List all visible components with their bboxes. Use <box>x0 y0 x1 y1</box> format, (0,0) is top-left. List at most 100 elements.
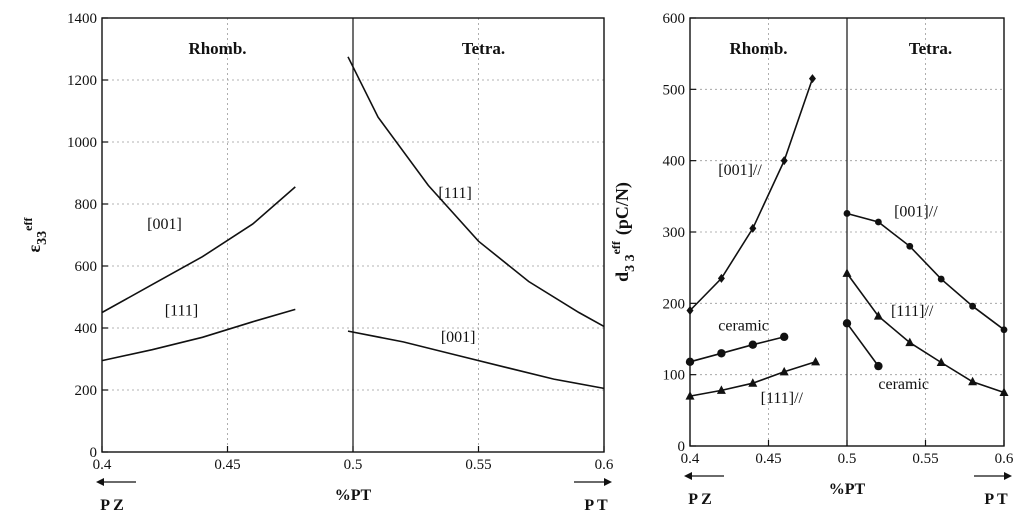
y-axis-label-subscript: 3 3 <box>623 254 638 272</box>
x-tick-label: 0.4 <box>681 451 700 467</box>
data-point <box>999 387 1009 396</box>
region-label-tetra: Tetra. <box>909 39 952 58</box>
data-point <box>780 156 788 166</box>
x-tick-label: 0.45 <box>755 451 781 467</box>
y-axis-label-superscript: eff <box>609 240 623 254</box>
y-tick-label: 500 <box>663 82 686 98</box>
permittivity-chart: 0.4 0.45 0.5 0.55 0.6 0 200 400 600 800 1000 1200 14… <box>21 11 614 514</box>
y-tick-label: 300 <box>663 225 686 241</box>
y-tick-label: 100 <box>663 368 686 384</box>
data-point <box>1000 326 1008 334</box>
data-point <box>842 319 852 328</box>
x-tick-label: 0.6 <box>595 457 614 473</box>
y-axis-label: d3 3eff (pC/N) <box>609 182 638 282</box>
y-tick-label: 400 <box>663 154 686 170</box>
data-point <box>748 378 758 387</box>
arrow-left-label: P Z <box>100 497 124 514</box>
series-label: [111] <box>165 303 198 320</box>
data-point <box>937 275 945 283</box>
y-tick-label: 1000 <box>67 135 97 151</box>
arrow-right-head <box>1004 472 1012 480</box>
data-point <box>685 391 695 400</box>
y-axis-label-symbol: ε <box>24 245 44 253</box>
series-line <box>846 212 1005 331</box>
data-point <box>906 242 914 250</box>
data-point <box>717 349 726 358</box>
data-point <box>716 385 726 394</box>
arrow-left-head <box>684 472 692 480</box>
arrow-left-label: P Z <box>688 491 712 508</box>
series-line <box>689 78 814 312</box>
series-label: ceramic <box>718 317 769 334</box>
series-line <box>101 308 296 362</box>
y-axis-label-symbol: d <box>612 272 632 282</box>
arrow-right-head <box>604 478 612 486</box>
y-tick-label: 1400 <box>67 11 97 27</box>
y-axis-label-subscript: 33 <box>35 231 50 245</box>
x-axis-label: %PT <box>829 481 866 498</box>
x-tick-label: 0.55 <box>465 457 491 473</box>
y-tick-label: 600 <box>663 11 686 27</box>
arrow-right-label: P T <box>584 497 608 514</box>
y-axis-label: ε33eff <box>21 216 50 252</box>
series-label: ceramic <box>878 376 929 393</box>
data-point <box>874 361 883 371</box>
series-line <box>846 322 880 367</box>
series-label: [001]// <box>718 162 762 179</box>
data-point <box>748 340 757 349</box>
x-tick-label: 0.5 <box>838 451 857 467</box>
region-label-tetra: Tetra. <box>462 39 505 58</box>
series-label: [001] <box>147 216 182 233</box>
data-point <box>686 305 694 315</box>
data-point <box>936 357 946 367</box>
series-label: [111]// <box>761 390 804 407</box>
data-point <box>969 302 976 310</box>
data-point <box>685 357 695 367</box>
data-point <box>717 273 725 283</box>
y-tick-label: 1200 <box>67 73 97 89</box>
y-axis-label-superscript: eff <box>21 216 35 230</box>
data-point <box>749 223 757 233</box>
data-point <box>780 332 789 342</box>
data-point <box>811 356 821 366</box>
data-point <box>905 337 915 347</box>
y-tick-label: 800 <box>75 197 98 213</box>
y-tick-label: 600 <box>75 259 98 275</box>
data-point <box>968 376 978 386</box>
series-line <box>101 186 296 314</box>
data-point <box>842 268 852 277</box>
data-point <box>843 210 851 217</box>
piezo-coefficient-chart: 0.4 0.45 0.5 0.55 0.6 0 100 200 300 400 500 600 Rhom… <box>609 11 1014 508</box>
series-line <box>347 56 605 328</box>
data-point <box>873 311 883 320</box>
region-label-rhomb: Rhomb. <box>188 39 246 58</box>
y-axis-label-unit: (pC/N) <box>612 182 633 235</box>
y-axis-label-group: ε33eff <box>21 216 50 252</box>
x-tick-label: 0.6 <box>995 451 1014 467</box>
series-label: [111]// <box>891 303 934 320</box>
series-label: [001]// <box>894 203 938 220</box>
data-point <box>779 366 789 376</box>
region-label-rhomb: Rhomb. <box>729 39 787 58</box>
y-tick-label: 200 <box>75 383 98 399</box>
x-tick-label: 0.5 <box>344 457 363 473</box>
arrow-left-head <box>96 478 104 486</box>
y-axis-label-group: d3 3eff (pC/N) <box>609 182 638 282</box>
x-tick-label: 0.55 <box>912 451 938 467</box>
x-axis-label: %PT <box>335 487 372 504</box>
y-tick-label: 0 <box>90 445 98 461</box>
y-tick-label: 0 <box>678 439 686 455</box>
series-line <box>846 272 1005 394</box>
series-line <box>689 336 785 363</box>
arrow-right-label: P T <box>984 491 1008 508</box>
data-point <box>875 218 882 226</box>
series-label: [001] <box>441 329 476 346</box>
y-tick-label: 200 <box>663 296 686 312</box>
x-tick-label: 0.45 <box>214 457 240 473</box>
y-tick-label: 400 <box>75 321 98 337</box>
series-line <box>347 330 605 390</box>
series-label: [111] <box>438 185 471 202</box>
data-point <box>808 74 816 84</box>
x-tick-label: 0.4 <box>93 457 112 473</box>
